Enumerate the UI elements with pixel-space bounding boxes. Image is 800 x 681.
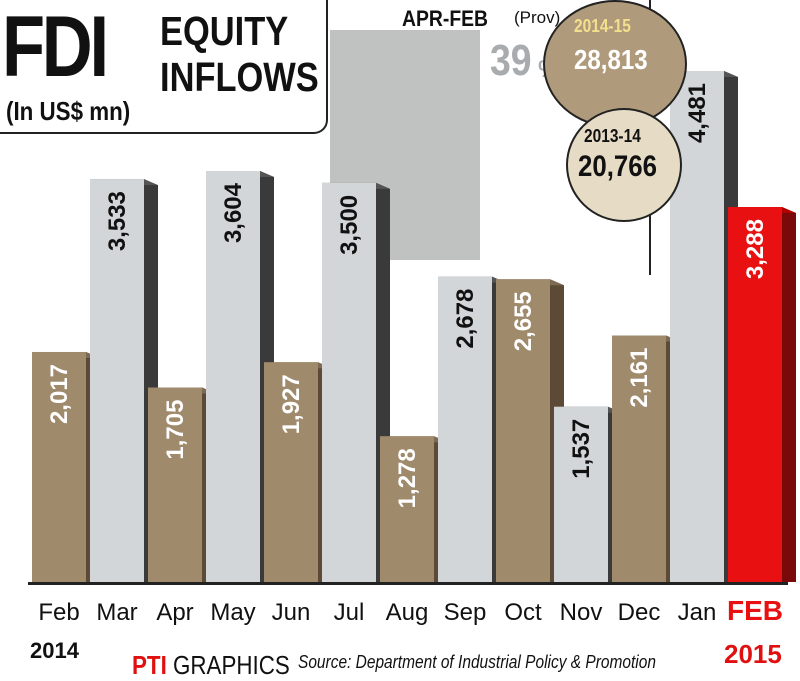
category-label-jan: Jan (678, 599, 717, 626)
bar-apr (148, 387, 202, 582)
category-label-oct: Oct (504, 599, 542, 626)
value-label-jan: 4,481 (684, 83, 711, 143)
bar-mar (90, 179, 144, 583)
value-label-aug: 1,278 (394, 448, 421, 508)
value-label-jun: 1,927 (278, 374, 305, 434)
category-label-mar: Mar (96, 599, 137, 626)
category-label-may: May (210, 599, 255, 626)
value-label-oct: 2,655 (510, 291, 537, 351)
current-total-circle (543, 0, 687, 128)
value-label-feb: 3,288 (742, 219, 769, 279)
bar-sep (438, 276, 492, 582)
value-label-feb: 2,017 (46, 364, 73, 424)
category-label-feb: Feb (38, 599, 79, 626)
previous-year-label: 2013-14 (584, 126, 641, 146)
category-label-jul: Jul (334, 599, 365, 626)
unit-label: (In US$ mn) (6, 96, 131, 126)
bar-feb (728, 207, 782, 583)
end-year-label: 2015 (724, 639, 782, 669)
bar-oct (496, 279, 550, 582)
start-year-label: 2014 (30, 638, 79, 663)
value-label-dec: 2,161 (626, 348, 653, 408)
value-label-sep: 2,678 (452, 289, 479, 349)
bar-may (206, 170, 260, 582)
category-label-apr: Apr (156, 599, 193, 626)
previous-total-circle (566, 108, 682, 222)
previous-total-value: 20,766 (578, 150, 657, 183)
chart-subtitle: EQUITY INFLOWS (160, 8, 319, 100)
value-label-apr: 1,705 (162, 400, 189, 460)
current-year-label: 2014-15 (574, 16, 631, 36)
category-label-nov: Nov (560, 599, 603, 626)
category-label-sep: Sep (444, 599, 487, 626)
value-label-may: 3,604 (220, 182, 247, 243)
source-note: Source: Department of Industrial Policy … (298, 652, 656, 672)
subtitle-line-2: INFLOWS (160, 54, 319, 100)
bar-dec (612, 335, 666, 582)
brand-logo: PTI GRAPHICS (132, 650, 290, 681)
bar-jun (264, 362, 318, 582)
value-label-jul: 3,500 (336, 195, 363, 255)
period-label: APR-FEB (402, 6, 489, 31)
subtitle-line-1: EQUITY (160, 8, 289, 54)
value-label-nov: 1,537 (568, 419, 595, 479)
pti-logo: PTI (132, 650, 167, 680)
bar-feb (32, 351, 86, 582)
bar-side-feb (782, 207, 796, 583)
provisional-label: (Prov) (514, 8, 561, 27)
brand-text: GRAPHICS (173, 650, 290, 680)
growth-value: 39 (490, 36, 532, 85)
category-label-aug: Aug (386, 599, 429, 626)
chart-title: FDI (2, 0, 109, 95)
category-label-feb: FEB (727, 595, 783, 626)
baseline (28, 582, 788, 585)
category-label-dec: Dec (618, 599, 661, 626)
bar-jul (322, 182, 376, 582)
value-label-mar: 3,533 (104, 191, 131, 251)
category-label-jun: Jun (272, 599, 311, 626)
bar-nov (554, 406, 608, 582)
current-total-value: 28,813 (574, 44, 648, 75)
title-panel (0, 0, 328, 134)
bar-aug (380, 436, 434, 582)
